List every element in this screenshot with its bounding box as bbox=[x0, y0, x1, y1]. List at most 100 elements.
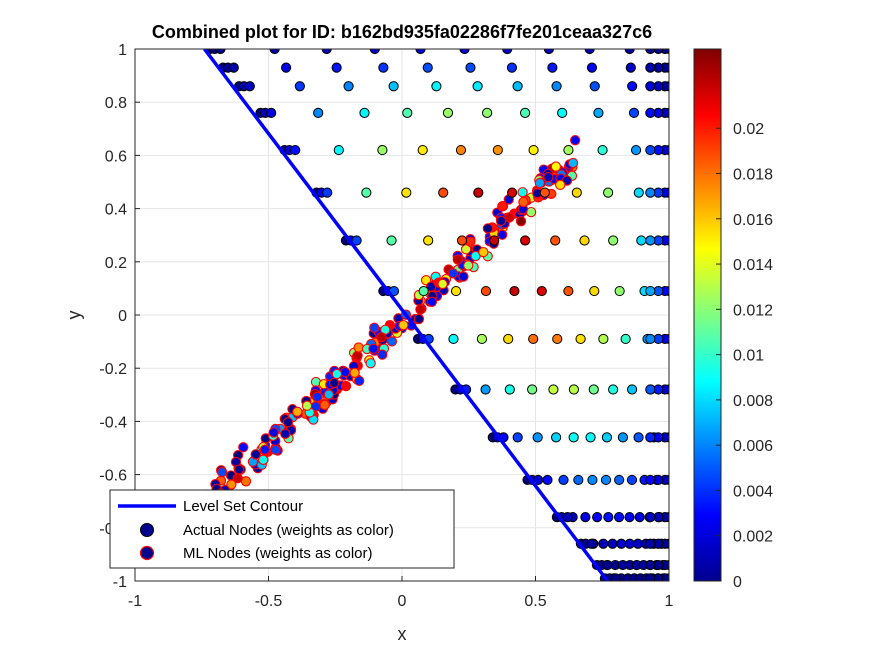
ml-node bbox=[495, 215, 507, 226]
actual-node bbox=[645, 285, 656, 297]
actual-node bbox=[614, 474, 625, 486]
actual-node bbox=[587, 474, 598, 486]
actual-node bbox=[645, 512, 656, 523]
actual-node bbox=[598, 538, 609, 549]
actual-node bbox=[617, 432, 629, 443]
actual-node bbox=[402, 107, 413, 118]
actual-node bbox=[361, 187, 372, 198]
actual-node bbox=[465, 62, 476, 73]
colorbar-tick-label: 0.002 bbox=[733, 529, 773, 546]
actual-node bbox=[571, 187, 582, 198]
actual-node bbox=[401, 187, 412, 198]
ml-node bbox=[497, 229, 508, 240]
actual-node bbox=[613, 512, 625, 523]
actual-node bbox=[503, 333, 514, 345]
actual-node bbox=[563, 144, 574, 156]
actual-node bbox=[645, 384, 656, 395]
ml-node bbox=[368, 343, 379, 354]
ml-node bbox=[216, 466, 228, 478]
actual-node bbox=[418, 285, 429, 297]
ml-node bbox=[312, 391, 323, 403]
actual-node bbox=[290, 144, 301, 156]
ml-node bbox=[567, 157, 579, 169]
actual-node bbox=[579, 235, 590, 246]
actual-node bbox=[634, 512, 645, 523]
ml-node bbox=[250, 449, 261, 460]
actual-node bbox=[551, 81, 562, 92]
ml-node bbox=[323, 389, 334, 400]
x-tick-label: 1 bbox=[665, 593, 674, 610]
actual-node bbox=[610, 573, 621, 581]
y-axis: -1-0.8-0.6-0.4-0.200.20.40.60.81 bbox=[99, 42, 140, 591]
legend-label-contour: Level Set Contour bbox=[183, 498, 303, 515]
actual-node bbox=[614, 285, 625, 297]
actual-node bbox=[504, 384, 515, 395]
ml-node bbox=[447, 268, 459, 279]
ml-node bbox=[555, 179, 566, 190]
legend: Level Set Contour Actual Nodes (weights … bbox=[109, 489, 455, 569]
ml-node bbox=[365, 358, 376, 369]
actual-node bbox=[533, 474, 544, 486]
actual-node bbox=[626, 384, 638, 395]
actual-node bbox=[645, 235, 656, 246]
actual-node bbox=[602, 559, 613, 571]
ml-node bbox=[319, 399, 330, 411]
actual-node bbox=[438, 187, 449, 198]
actual-node bbox=[422, 62, 433, 73]
ml-node bbox=[354, 375, 365, 386]
actual-node bbox=[244, 81, 255, 92]
ml-node bbox=[331, 368, 343, 380]
actual-node bbox=[563, 285, 574, 297]
actual-node bbox=[313, 107, 324, 118]
actual-node bbox=[294, 81, 305, 92]
actual-node bbox=[542, 474, 553, 486]
actual-node bbox=[527, 384, 538, 395]
actual-node bbox=[378, 62, 389, 73]
y-tick-label: 0.6 bbox=[105, 148, 127, 165]
actual-node bbox=[586, 62, 598, 73]
actual-node bbox=[557, 107, 568, 118]
actual-node bbox=[627, 81, 638, 92]
x-tick-label: -1 bbox=[128, 593, 142, 610]
ml-node bbox=[340, 366, 351, 378]
legend-swatch-ml-nodes bbox=[139, 545, 155, 561]
y-tick-label: -0.6 bbox=[99, 468, 127, 485]
actual-node bbox=[636, 235, 647, 246]
ml-node bbox=[369, 322, 380, 333]
colorbar-tick-label: 0.018 bbox=[733, 167, 773, 184]
actual-node bbox=[450, 285, 462, 297]
actual-node bbox=[580, 512, 591, 523]
colorbar-tick-label: 0 bbox=[733, 574, 742, 591]
actual-node bbox=[645, 187, 656, 198]
actual-node bbox=[630, 144, 642, 156]
ml-node bbox=[415, 304, 426, 315]
actual-node bbox=[322, 187, 333, 198]
y-tick-label: 0.8 bbox=[105, 95, 127, 112]
colorbar-tick-label: 0.004 bbox=[733, 483, 773, 500]
actual-node bbox=[548, 384, 559, 395]
actual-node bbox=[343, 81, 354, 92]
ml-node bbox=[301, 400, 313, 411]
colorbar-tick-label: 0.01 bbox=[733, 348, 764, 365]
actual-node bbox=[476, 333, 488, 345]
actual-node bbox=[645, 107, 656, 118]
actual-node bbox=[388, 81, 399, 92]
actual-node bbox=[645, 62, 656, 73]
actual-node bbox=[506, 62, 518, 73]
x-tick-label: -0.5 bbox=[255, 593, 283, 610]
legend-swatch-actual-nodes bbox=[140, 523, 154, 537]
actual-node bbox=[588, 384, 599, 395]
actual-node bbox=[539, 187, 550, 198]
ml-node bbox=[292, 406, 303, 417]
x-tick-label: 0.5 bbox=[524, 593, 546, 610]
actual-node bbox=[528, 144, 539, 156]
ml-node bbox=[233, 464, 245, 475]
ml-node bbox=[398, 319, 409, 331]
ml-node bbox=[518, 196, 529, 208]
actual-node bbox=[568, 432, 579, 443]
actual-node bbox=[386, 235, 397, 246]
ml-node bbox=[515, 216, 527, 227]
actual-node bbox=[568, 384, 580, 395]
actual-node bbox=[377, 144, 388, 156]
colorbar-tick-label: 0.006 bbox=[733, 438, 773, 455]
